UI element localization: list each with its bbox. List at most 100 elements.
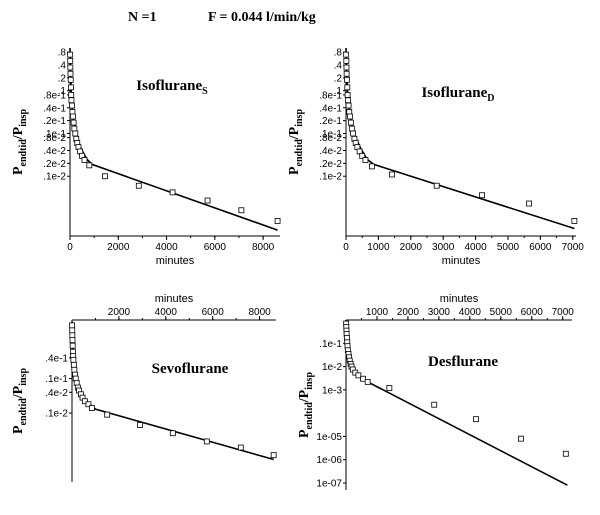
data-point [386,385,393,391]
x-tick-label: 1000 [366,307,389,318]
y-tick-label: .8e-1 [43,90,66,101]
data-point [169,430,176,437]
data-point [389,171,395,178]
x-axis-label: minutes [440,293,479,305]
y-tick-label: .2 [58,73,67,84]
y-tick-label: .2 [334,73,343,84]
x-tick-label: 2000 [108,307,131,318]
y-axis-label: Pendtid/Pinsp [11,368,29,434]
data-point [67,57,74,64]
data-point [518,435,524,442]
y-tick-label: .4 [334,61,343,72]
y-tick-label: .2e-1 [43,116,66,127]
x-axis-label: minutes [156,255,195,267]
data-point [89,405,95,411]
y-tick-label: .2e-1 [319,116,342,127]
y-tick-label: .1e-1 [45,374,68,385]
panel-title: IsofluraneS [136,78,208,97]
y-tick-label: .8e-2 [319,133,342,144]
y-tick-label: .4 [58,61,67,72]
y-tick-label: 1e-05 [316,432,342,443]
x-tick-label: 0 [67,242,73,253]
y-tick-label: .8 [334,48,343,59]
data-point [346,113,353,120]
y-tick-label: .8e-2 [43,133,66,144]
x-tick-label: 4000 [155,242,178,253]
x-tick-label: 0 [343,242,349,253]
x-tick-label: 6000 [529,242,552,253]
data-point [345,97,351,104]
data-point [571,218,578,224]
data-point [479,192,485,199]
data-point [69,342,76,349]
data-point [204,197,211,204]
x-tick-label: 8000 [252,242,275,253]
data-point [68,91,75,98]
x-tick-label: 7000 [562,242,585,253]
data-point [69,327,76,334]
data-point [347,119,354,126]
data-point [433,182,440,189]
panels: 0 2000 4000 6000 8000minutes.8.4.2.1.8e-1.4e… [11,48,584,490]
x-tick-label: 6000 [202,307,225,318]
x-tick-label: 6000 [204,242,227,253]
y-axis-label: Pendtid/Pinsp [287,109,305,175]
data-point [70,356,77,363]
panel-4: 1000 2000 3000 4000 5000 6000 7000 minutes .1e-1… [297,293,574,490]
data-point [69,322,76,329]
data-point [70,119,77,126]
data-point [69,337,76,344]
data-point [364,378,371,385]
y-tick-label: .2e-2 [319,159,342,170]
data-point [343,51,350,58]
x-tick-label: 7000 [552,307,575,318]
data-point [270,452,277,459]
y-tick-label: .1e-2 [45,409,68,420]
y-tick-label: 1e-3 [322,385,342,396]
data-point [68,97,75,104]
y-tick-label: .4e-2 [45,388,68,399]
data-point [362,157,369,163]
y-tick-label: .1e-1 [43,129,66,140]
fit-line [345,47,575,230]
x-tick-label: 5000 [497,242,520,253]
y-axis-label: Pendtid/Pinsp [297,372,315,438]
data-point [562,450,569,457]
data-point [81,157,88,163]
data-point [348,125,355,132]
y-tick-label: .1e-2 [319,172,342,183]
y-tick-label: .4e-1 [43,103,66,114]
data-point [67,64,74,71]
y-tick-label: .2e-2 [43,159,66,170]
data-point [69,332,76,339]
x-tick-label: 1000 [367,242,390,253]
y-tick-label: .1e-1 [319,129,342,140]
data-point [104,411,111,418]
y-tick-label: .8 [58,48,67,59]
data-point [343,64,350,71]
data-point [369,163,375,170]
data-point [102,173,108,180]
x-tick-label: 2000 [397,307,420,318]
data-point [85,401,92,408]
data-point [70,361,77,368]
data-point [344,84,351,91]
y-tick-label: 1e-07 [316,478,342,489]
y-tick-label: .4e-2 [319,146,342,157]
data-point [344,91,351,98]
data-point [344,76,350,83]
x-tick-label: 3000 [428,307,451,318]
x-tick-label: 4000 [155,307,178,318]
data-point [238,207,245,214]
data-point [68,84,74,91]
y-tick-label: .1 [58,86,67,97]
data-point [473,416,479,423]
data-point [203,438,210,445]
data-point [72,130,79,137]
n-label: N =1 [128,10,157,25]
y-tick-label: .1e-2 [43,172,66,183]
data-point [526,200,532,207]
y-tick-label: .8e-1 [319,90,342,101]
y-tick-label: .1 [334,86,343,97]
panel-3: 2000 4000 6000 8000 minutes .4e-1 .1e-1 .4e-2 .1… [11,293,277,482]
